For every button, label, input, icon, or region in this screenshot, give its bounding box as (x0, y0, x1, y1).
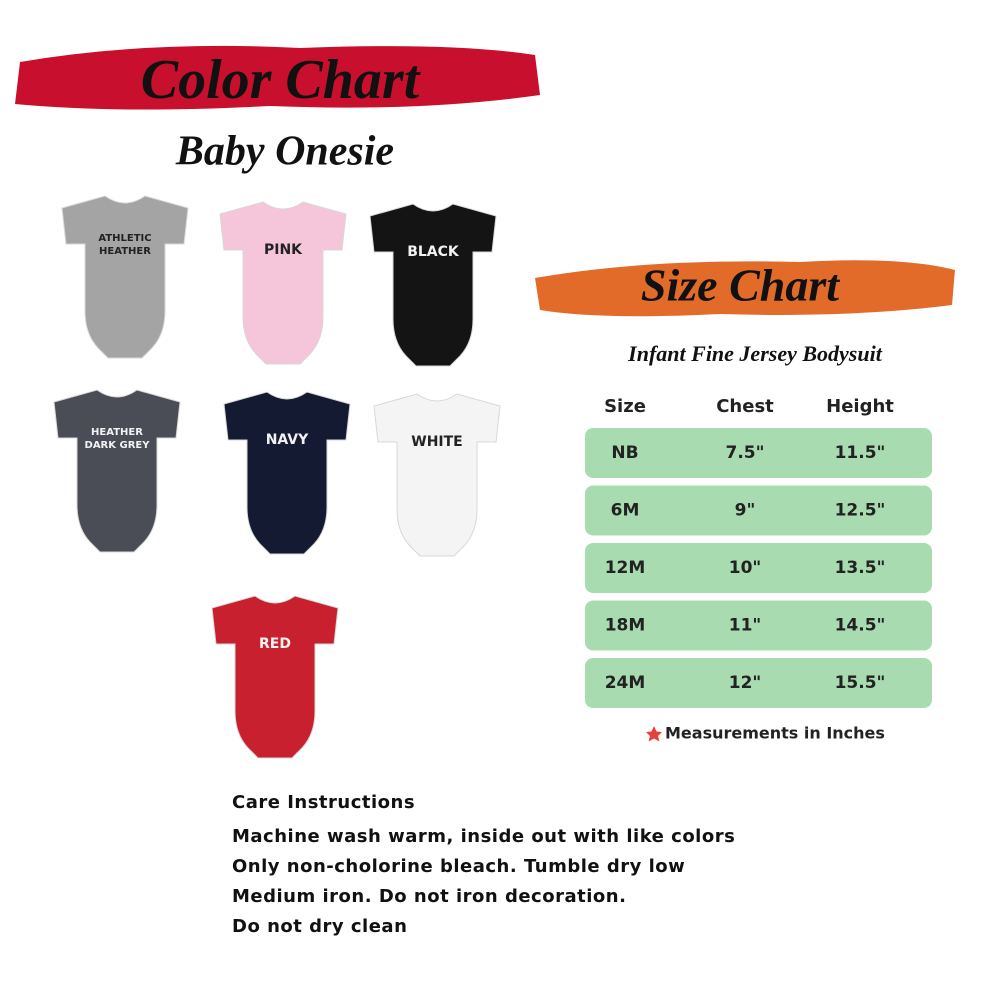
table-cell: 11" (729, 616, 762, 636)
table-row (585, 658, 932, 708)
table-row (585, 600, 932, 651)
swatch-label: ATHLETIC (98, 233, 151, 244)
table-row (585, 428, 932, 478)
care-line: Do not dry clean (232, 916, 407, 937)
swatch-label: DARK GREY (85, 440, 151, 451)
table-row (585, 485, 932, 536)
size-chart-subtitle: Infant Fine Jersey Bodysuit (627, 341, 883, 366)
color-chart-title: Color Chart (141, 49, 421, 111)
table-cell: 12" (729, 673, 762, 693)
table-cell: 9" (735, 501, 756, 521)
table-cell: 12M (605, 558, 646, 578)
onesie (373, 393, 501, 557)
size-note: Measurements in Inches (665, 724, 885, 743)
table-cell: 15.5" (835, 673, 886, 693)
star-icon (646, 726, 662, 742)
swatch-label: PINK (264, 242, 303, 258)
onesie (369, 203, 497, 367)
table-cell: 13.5" (835, 558, 886, 578)
size-chart-title: Size Chart (641, 260, 840, 311)
table-row (585, 543, 932, 593)
brush-stroke (15, 45, 540, 110)
table-header: Height (826, 396, 894, 417)
swatch-label: BLACK (407, 244, 460, 260)
onesie (53, 389, 181, 553)
table-cell: 14.5" (835, 616, 886, 636)
table-cell: 11.5" (835, 443, 886, 463)
swatch-label: HEATHER (99, 246, 151, 257)
swatch-label: RED (259, 636, 291, 652)
onesie (219, 201, 347, 365)
table-cell: NB (611, 443, 638, 463)
table-header: Chest (716, 396, 774, 417)
swatch-label: NAVY (266, 432, 309, 448)
onesie (223, 391, 351, 555)
onesie (61, 195, 189, 359)
table-cell: 12.5" (835, 501, 886, 521)
table-cell: 6M (611, 501, 640, 521)
care-title: Care Instructions (232, 792, 415, 813)
table-cell: 7.5" (726, 443, 765, 463)
swatch-label: HEATHER (91, 427, 143, 438)
table-cell: 24M (605, 673, 646, 693)
color-chart-subtitle: Baby Onesie (175, 129, 394, 175)
table-cell: 18M (605, 616, 646, 636)
care-line: Medium iron. Do not iron decoration. (232, 886, 626, 907)
table-header: Size (604, 396, 646, 417)
care-line: Only non-cholorine bleach. Tumble dry lo… (232, 856, 685, 877)
table-cell: 10" (729, 558, 762, 578)
swatch-label: WHITE (411, 434, 462, 450)
brush-stroke (535, 260, 955, 317)
care-line: Machine wash warm, inside out with like … (232, 826, 735, 847)
onesie (211, 595, 339, 759)
